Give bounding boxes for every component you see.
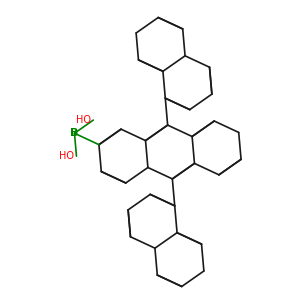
Text: HO: HO (76, 115, 91, 125)
Text: B: B (70, 128, 79, 138)
Text: HO: HO (59, 151, 74, 161)
